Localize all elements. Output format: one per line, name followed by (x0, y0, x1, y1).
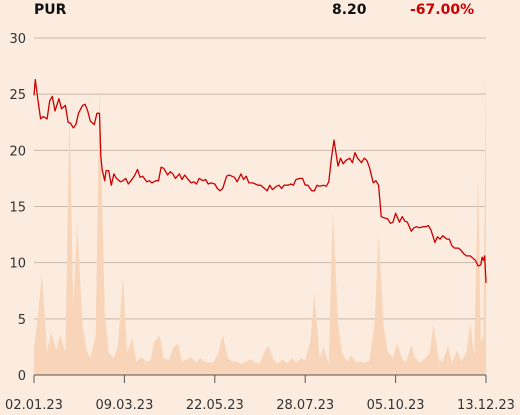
price-change: -67.00% (410, 2, 475, 18)
gridlines (34, 37, 486, 320)
volume-fill (34, 62, 486, 375)
last-price: 8.20 (332, 2, 367, 18)
y-tick-label-10: 10 (9, 257, 26, 272)
y-tick-label-15: 15 (9, 201, 26, 216)
price-series-line-0 (33, 78, 487, 283)
volume-area (34, 62, 486, 375)
x-tick-label: 09.03.23 (95, 398, 153, 413)
y-tick-label-30: 30 (9, 32, 26, 47)
y-tick-label-5: 5 (18, 313, 26, 328)
x-tick-label: 28.07.23 (276, 398, 334, 413)
x-axis: 02.01.23 09.03.23 22.05.23 28.07.23 05.10.23… (5, 374, 515, 413)
x-tick-label: 05.10.23 (367, 398, 425, 413)
x-tick-label: 22.05.23 (186, 398, 244, 413)
x-tick-label: 02.01.23 (5, 398, 63, 413)
ticker-symbol: PUR (34, 2, 67, 18)
y-tick-label-0: 0 (18, 369, 26, 384)
y-tick-label-20: 20 (9, 144, 26, 159)
y-axis: 0 5 10 15 20 25 30 (9, 32, 26, 384)
y-tick-label-25: 25 (9, 88, 26, 103)
x-tick-label: 13.12.23 (457, 398, 515, 413)
price-line (33, 78, 487, 283)
